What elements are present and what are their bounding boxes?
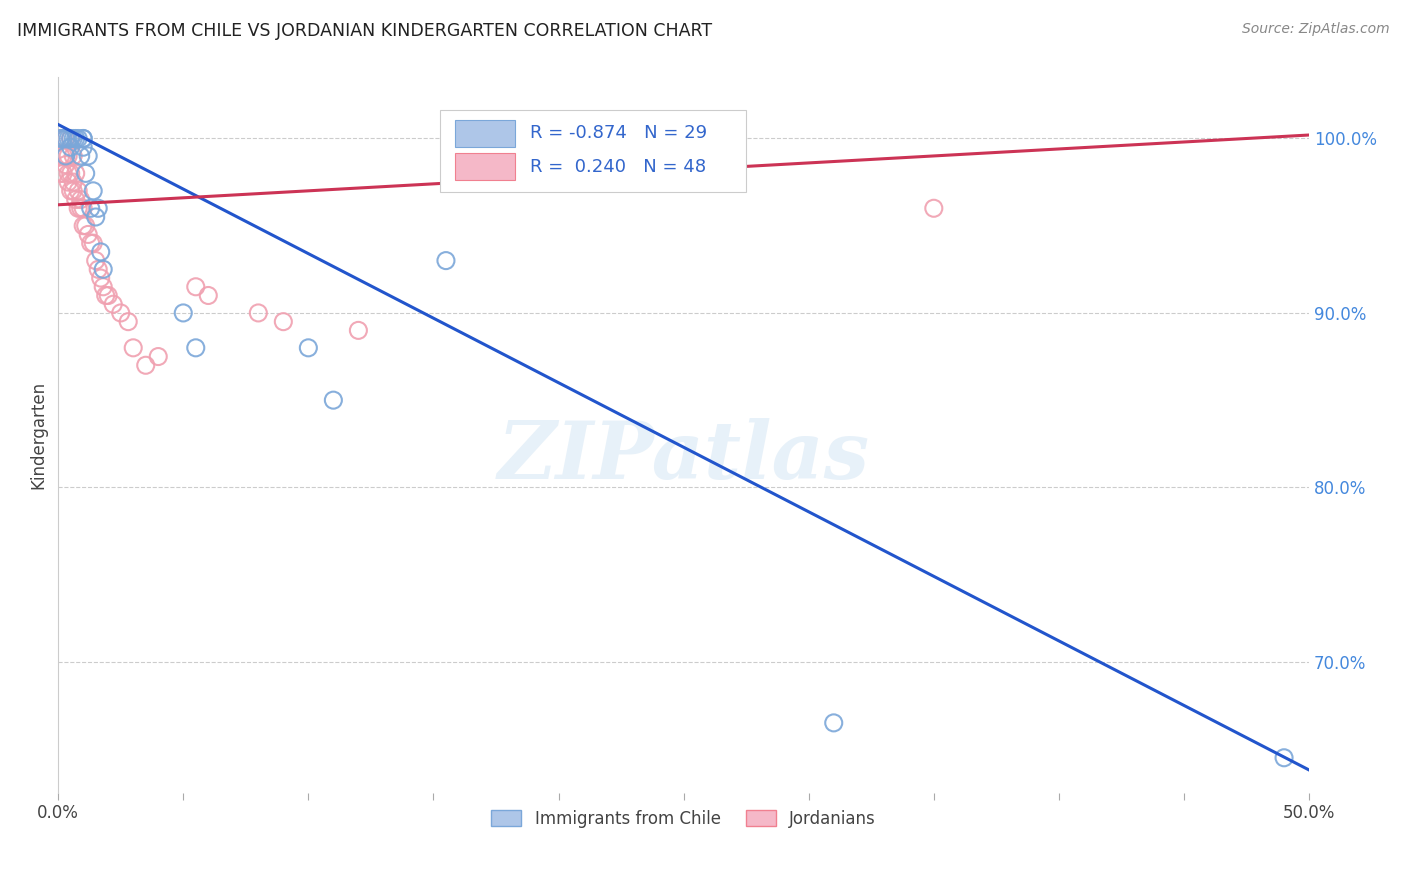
- Point: [59, 184, 82, 198]
- Point: [55, 149, 77, 163]
- Point: [65, 193, 87, 207]
- Point: [69, 149, 91, 163]
- Point: [82, 184, 104, 198]
- Point: [55, 131, 77, 145]
- Point: [80, 201, 103, 215]
- Point: [103, 297, 125, 311]
- Point: [94, 288, 117, 302]
- Bar: [454, 153, 515, 180]
- Point: [52, 149, 75, 163]
- Point: [62, 149, 84, 163]
- Point: [72, 131, 94, 145]
- Point: [90, 271, 112, 285]
- Point: [247, 306, 270, 320]
- Point: [97, 288, 120, 302]
- Legend: Immigrants from Chile, Jordanians: Immigrants from Chile, Jordanians: [485, 803, 883, 834]
- Point: [55, 158, 77, 172]
- Point: [72, 140, 94, 154]
- Point: [62, 131, 84, 145]
- Point: [56, 149, 79, 163]
- Point: [184, 341, 207, 355]
- Point: [90, 244, 112, 259]
- Point: [148, 350, 170, 364]
- Point: [49, 166, 72, 180]
- FancyBboxPatch shape: [440, 110, 747, 192]
- Point: [77, 149, 100, 163]
- Point: [91, 262, 114, 277]
- Y-axis label: Kindergarten: Kindergarten: [30, 381, 46, 489]
- Text: IMMIGRANTS FROM CHILE VS JORDANIAN KINDERGARTEN CORRELATION CHART: IMMIGRANTS FROM CHILE VS JORDANIAN KINDE…: [17, 22, 711, 40]
- Point: [67, 131, 90, 145]
- Point: [82, 236, 104, 251]
- Point: [59, 131, 82, 145]
- Point: [197, 288, 219, 302]
- Point: [72, 201, 94, 215]
- Point: [434, 253, 457, 268]
- Point: [49, 131, 72, 145]
- Text: Source: ZipAtlas.com: Source: ZipAtlas.com: [1241, 22, 1389, 37]
- Point: [347, 323, 370, 337]
- Point: [91, 279, 114, 293]
- Point: [297, 341, 319, 355]
- Point: [75, 166, 97, 180]
- Point: [273, 315, 295, 329]
- Point: [67, 184, 90, 198]
- Point: [49, 149, 72, 163]
- Point: [172, 306, 194, 320]
- Point: [62, 175, 84, 189]
- Point: [52, 166, 75, 180]
- Point: [55, 149, 77, 163]
- Point: [67, 201, 90, 215]
- Point: [65, 131, 87, 145]
- Point: [87, 262, 110, 277]
- Point: [122, 341, 145, 355]
- Point: [80, 236, 103, 251]
- Text: R =  0.240   N = 48: R = 0.240 N = 48: [530, 158, 706, 176]
- Point: [62, 184, 84, 198]
- Point: [56, 131, 79, 145]
- Point: [65, 166, 87, 180]
- Point: [322, 393, 344, 408]
- Point: [69, 201, 91, 215]
- Text: R = -0.874   N = 29: R = -0.874 N = 29: [530, 124, 707, 142]
- Bar: [454, 120, 515, 147]
- Point: [52, 131, 75, 145]
- Point: [59, 166, 82, 180]
- Point: [77, 227, 100, 242]
- Point: [59, 140, 82, 154]
- Point: [135, 358, 157, 372]
- Point: [84, 210, 107, 224]
- Point: [56, 166, 79, 180]
- Point: [52, 131, 75, 145]
- Point: [55, 131, 77, 145]
- Point: [87, 201, 110, 215]
- Point: [110, 306, 132, 320]
- Point: [75, 219, 97, 233]
- Point: [1272, 751, 1295, 765]
- Point: [69, 193, 91, 207]
- Point: [84, 253, 107, 268]
- Text: ZIPatlas: ZIPatlas: [498, 417, 870, 495]
- Point: [117, 315, 139, 329]
- Point: [49, 131, 72, 145]
- Point: [922, 201, 945, 215]
- Point: [823, 715, 845, 730]
- Point: [72, 219, 94, 233]
- Point: [59, 131, 82, 145]
- Point: [72, 131, 94, 145]
- Point: [56, 175, 79, 189]
- Point: [184, 279, 207, 293]
